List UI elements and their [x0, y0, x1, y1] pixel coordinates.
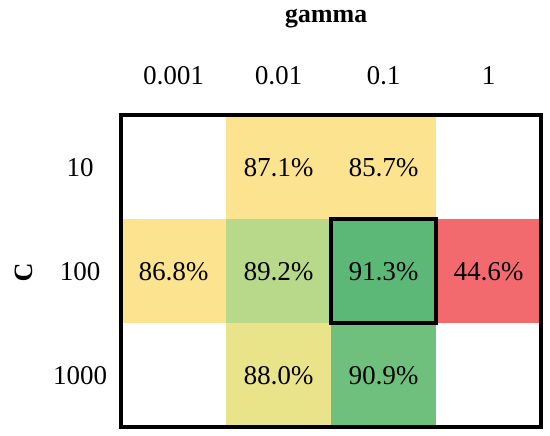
cell-value-label: 85.7% [349, 152, 419, 182]
y-tick-label: 1000 [53, 360, 107, 390]
heatmap-cell [226, 219, 331, 323]
cell-value-label: 88.0% [244, 360, 314, 390]
heatmap-cells [121, 115, 541, 427]
x-tick-labels: 0.001 0.01 0.1 1 [143, 60, 495, 90]
y-tick-label: 100 [60, 256, 101, 286]
heatmap-cell [121, 219, 226, 323]
cell-value-label: 86.8% [139, 256, 209, 286]
cell-value-label: 91.3% [349, 256, 419, 286]
x-axis-title: gamma [285, 0, 367, 28]
y-tick-labels: 10 100 1000 [53, 152, 107, 390]
y-axis-title: C [9, 263, 38, 282]
plot-border [119, 113, 543, 429]
x-tick-label: 0.001 [143, 60, 204, 90]
heatmap-cell [226, 323, 331, 427]
x-tick-label: 0.1 [367, 60, 401, 90]
heatmap-cell [331, 219, 436, 323]
y-tick-label: 10 [67, 152, 94, 182]
heatmap-cell [331, 115, 436, 219]
heatmap-cell-labels: 87.1% 85.7% 86.8% 89.2% 91.3% 44.6% 88.0% 90.9% [139, 152, 524, 390]
x-tick-label: 1 [482, 60, 496, 90]
heatmap-cell [331, 323, 436, 427]
highlight-cell-border [329, 217, 438, 325]
cell-value-label: 89.2% [244, 256, 314, 286]
heatmap-cell [226, 115, 331, 219]
cell-value-label: 44.6% [454, 256, 524, 286]
heatmap-cell [436, 219, 541, 323]
cell-value-label: 90.9% [349, 360, 419, 390]
x-tick-label: 0.01 [255, 60, 302, 90]
cell-value-label: 87.1% [244, 152, 314, 182]
